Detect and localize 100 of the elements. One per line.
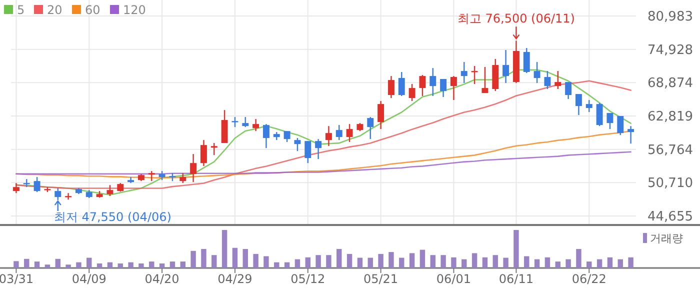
y-tick-label: 50,710 xyxy=(648,176,693,192)
candlestick xyxy=(158,170,166,181)
candlestick xyxy=(554,70,562,90)
bar xyxy=(596,259,602,268)
bar xyxy=(555,262,560,268)
legend-label: 60 xyxy=(85,3,100,17)
bar xyxy=(482,257,488,268)
bar xyxy=(96,263,102,268)
candlestick xyxy=(34,176,40,193)
candlestick xyxy=(315,138,322,160)
y-tick-label: 68,874 xyxy=(648,76,693,92)
candlestick xyxy=(628,125,634,144)
bar xyxy=(618,259,623,268)
candlestick xyxy=(221,109,228,144)
bar xyxy=(138,263,144,268)
candlestick xyxy=(284,130,290,143)
bar xyxy=(24,258,30,268)
bar xyxy=(284,262,290,268)
bar xyxy=(586,262,592,268)
x-tick-label: 04/29 xyxy=(218,272,252,286)
bar xyxy=(305,257,310,268)
annotation: 최저 47,550 (04/06) xyxy=(54,210,172,224)
bar xyxy=(264,256,269,268)
x-tick-label: 06/22 xyxy=(572,272,606,286)
bar xyxy=(44,264,50,268)
bar xyxy=(201,249,206,268)
candlestick xyxy=(398,71,405,97)
x-tick-label: 06/01 xyxy=(436,272,472,286)
legend-label: 20 xyxy=(47,3,62,17)
bar xyxy=(190,250,196,268)
bar xyxy=(274,262,280,268)
bar xyxy=(242,249,248,268)
candlestick xyxy=(419,74,426,97)
bar xyxy=(346,254,352,268)
bar xyxy=(76,262,82,268)
bar xyxy=(378,254,384,268)
bar xyxy=(66,264,71,268)
candlestick xyxy=(262,123,270,149)
bar xyxy=(326,255,332,268)
candlestick xyxy=(148,170,155,182)
bar xyxy=(628,257,634,268)
y-tick-label: 62,819 xyxy=(648,110,693,125)
bar xyxy=(14,261,19,268)
bar xyxy=(170,262,176,268)
candlestick xyxy=(523,47,530,74)
candlestick xyxy=(294,137,301,152)
bar xyxy=(222,230,228,268)
candlestick xyxy=(617,115,624,136)
bar xyxy=(149,262,154,268)
x-tick-label: 05/21 xyxy=(363,272,398,286)
candlestick xyxy=(502,49,510,84)
x-tick-label: 03/31 xyxy=(0,272,34,286)
x-tick-label: 04/09 xyxy=(72,272,106,286)
bar xyxy=(607,257,613,268)
y-tick-label: 56,764 xyxy=(648,142,693,158)
bar xyxy=(357,258,363,268)
candlestick xyxy=(460,61,468,84)
bar xyxy=(55,258,60,268)
bar xyxy=(368,258,373,268)
bar xyxy=(420,250,426,268)
bar xyxy=(34,262,40,268)
bar xyxy=(294,259,300,268)
candlestick xyxy=(440,78,447,98)
bar xyxy=(544,257,550,268)
candlestick xyxy=(336,124,342,141)
candlestick xyxy=(325,125,332,147)
candlestick xyxy=(304,140,312,164)
x-tick-label: 06/11 xyxy=(498,272,534,286)
bar xyxy=(212,255,217,268)
candlestick xyxy=(450,75,457,101)
candlestick xyxy=(430,67,436,97)
bar xyxy=(430,255,436,268)
candlestick xyxy=(575,93,582,116)
bar xyxy=(492,255,498,268)
candlestick xyxy=(210,142,218,156)
candlestick xyxy=(252,118,260,132)
legend-label: 120 xyxy=(123,3,146,17)
bar xyxy=(86,258,92,268)
candlestick xyxy=(544,70,551,90)
bar xyxy=(316,255,321,268)
candlestick xyxy=(367,116,374,140)
candlestick xyxy=(565,81,572,100)
bar xyxy=(107,262,113,268)
legend-label: 5 xyxy=(17,3,25,17)
bar xyxy=(440,255,446,268)
bar xyxy=(118,263,123,268)
candlestick xyxy=(586,99,592,113)
candlestick xyxy=(106,184,114,197)
candlestick xyxy=(200,139,207,167)
bar xyxy=(232,248,238,268)
candlestick xyxy=(378,100,384,130)
y-tick-label: 80,983 xyxy=(648,10,693,25)
x-tick-label: 04/20 xyxy=(144,272,180,286)
candlestick xyxy=(242,116,249,128)
bar xyxy=(566,259,571,268)
bar xyxy=(462,259,467,268)
bar xyxy=(503,258,508,268)
candlestick xyxy=(408,83,416,102)
bar xyxy=(180,262,186,268)
bar xyxy=(253,254,258,268)
